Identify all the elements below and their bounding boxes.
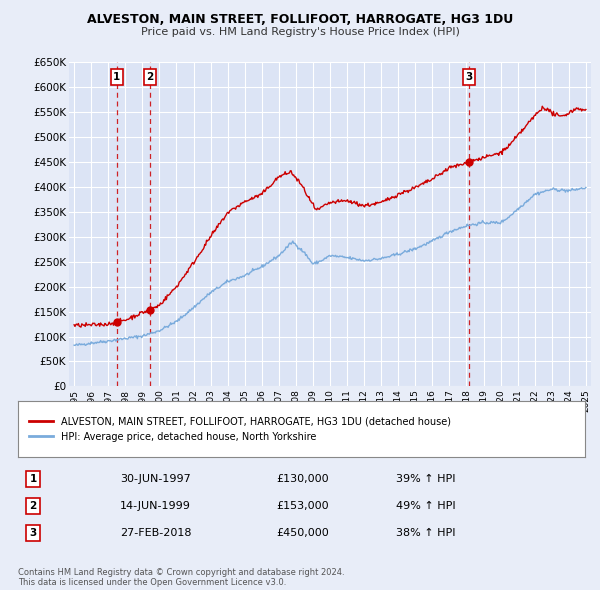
Text: 1: 1 — [113, 72, 121, 82]
Text: ALVESTON, MAIN STREET, FOLLIFOOT, HARROGATE, HG3 1DU: ALVESTON, MAIN STREET, FOLLIFOOT, HARROG… — [87, 13, 513, 26]
Text: 49% ↑ HPI: 49% ↑ HPI — [396, 502, 455, 511]
Text: Contains HM Land Registry data © Crown copyright and database right 2024.
This d: Contains HM Land Registry data © Crown c… — [18, 568, 344, 587]
Text: 3: 3 — [29, 529, 37, 538]
Text: 27-FEB-2018: 27-FEB-2018 — [120, 529, 191, 538]
Text: £450,000: £450,000 — [276, 529, 329, 538]
Text: 2: 2 — [146, 72, 154, 82]
Text: 14-JUN-1999: 14-JUN-1999 — [120, 502, 191, 511]
Text: £153,000: £153,000 — [276, 502, 329, 511]
Text: Price paid vs. HM Land Registry's House Price Index (HPI): Price paid vs. HM Land Registry's House … — [140, 27, 460, 37]
Text: £130,000: £130,000 — [276, 474, 329, 484]
Text: 39% ↑ HPI: 39% ↑ HPI — [396, 474, 455, 484]
Text: 3: 3 — [466, 72, 473, 82]
Text: 1: 1 — [29, 474, 37, 484]
Text: 38% ↑ HPI: 38% ↑ HPI — [396, 529, 455, 538]
Text: 2: 2 — [29, 502, 37, 511]
Text: 30-JUN-1997: 30-JUN-1997 — [120, 474, 191, 484]
Legend: ALVESTON, MAIN STREET, FOLLIFOOT, HARROGATE, HG3 1DU (detached house), HPI: Aver: ALVESTON, MAIN STREET, FOLLIFOOT, HARROG… — [26, 414, 454, 445]
